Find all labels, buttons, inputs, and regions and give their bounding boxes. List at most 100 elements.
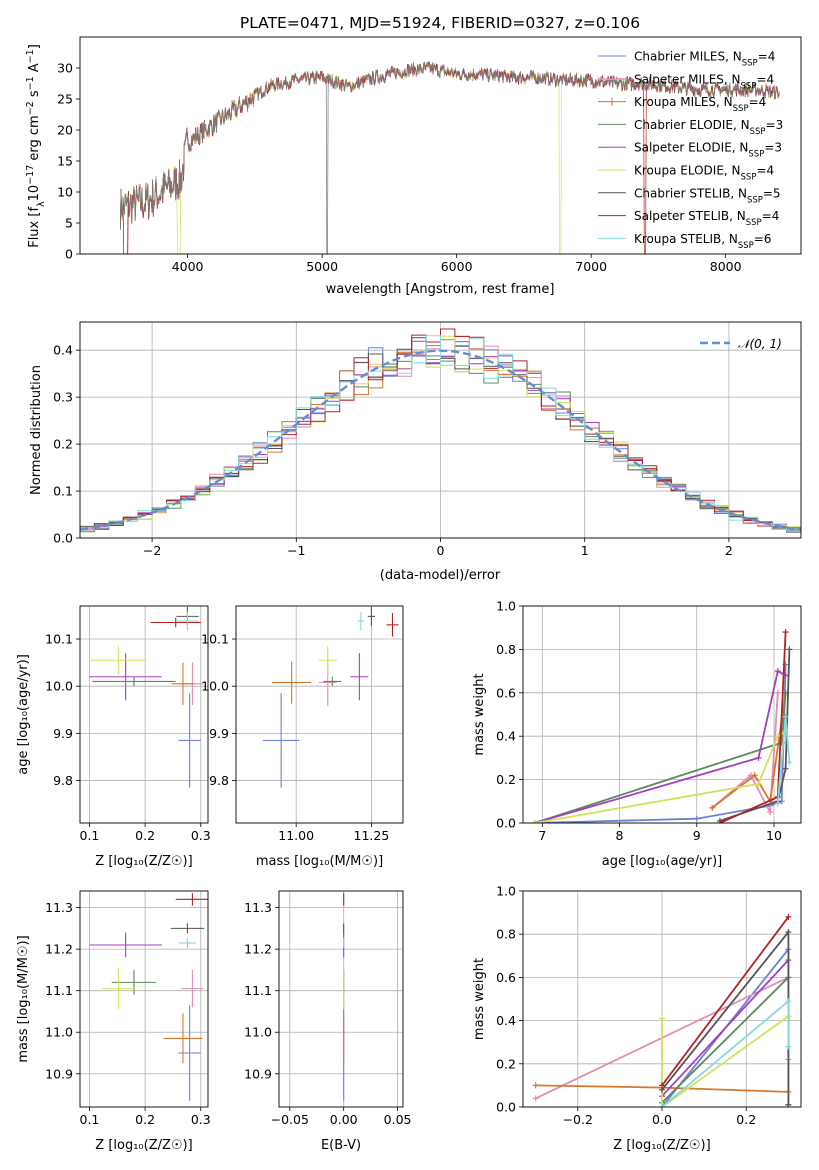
panel-mass_weight_vs_Z: −0.2 0.0 0.2 0.0 0.2 0.4 0.6 0.8 1.0 Z [log₁₀(Z/Z…: [472, 884, 802, 1153]
x-tick-label: 4000: [172, 259, 204, 274]
data-point: [150, 617, 201, 628]
y-tick-label: 11.0: [45, 1025, 73, 1040]
legend-label: Kroupa STELIB, NSSP=6: [634, 232, 772, 251]
legend-label-tail: =3: [764, 141, 782, 155]
data-point: [89, 932, 162, 958]
x-tick-label: 0.00: [330, 1112, 358, 1127]
data-point: [175, 893, 208, 906]
axes-frame: [235, 605, 404, 824]
y-tick-label: 5: [65, 216, 73, 231]
x-tick-label: 7: [538, 828, 546, 843]
x-tick-label: 11.00: [278, 828, 314, 843]
mass-weight-lines: [532, 913, 792, 1107]
axes-frame: [522, 605, 802, 824]
y-axis-label: mass weight: [472, 958, 487, 1040]
y-tick-label: 11.2: [45, 942, 73, 957]
data-point: [263, 693, 300, 788]
x-tick-label: −2: [143, 543, 161, 558]
x-tick-label: −1: [287, 543, 305, 558]
legend-label-name: Salpeter MILES, N: [634, 72, 741, 86]
mass-weight-line: [661, 976, 790, 1104]
legend-label-sub: SSP: [747, 195, 763, 205]
y-tick-label: 25: [57, 92, 73, 107]
y-axis-label: age [log₁₀(age/yr)]: [16, 654, 31, 775]
y-tick-label: 9.9: [53, 726, 73, 741]
y-axis-label-part: s: [27, 90, 42, 101]
x-tick-label: 5000: [306, 259, 338, 274]
data-point: [178, 693, 201, 788]
x-tick-label: 11.25: [354, 828, 390, 843]
x-tick-label: 0.1: [80, 828, 100, 843]
data-point: [90, 646, 147, 675]
data-point: [101, 967, 136, 1010]
y-tick-label: 15: [57, 154, 73, 169]
y-axis-label-part: −1: [25, 76, 36, 90]
page-title: PLATE=0471, MJD=51924, FIBERID=0327, z=0…: [240, 14, 640, 32]
data-point: [170, 923, 205, 934]
legend-label-name: Kroupa STELIB, N: [634, 232, 738, 246]
x-axis-label: Z [log₁₀(Z/Z☉)]: [95, 1138, 192, 1153]
mass-weight-lines: [531, 629, 793, 823]
legend-label: Salpeter STELIB, NSSP=4: [634, 209, 779, 228]
spectrum-line: [120, 60, 780, 254]
y-axis-label-part: −1: [25, 49, 36, 63]
y-tick-label: 30: [57, 61, 73, 76]
data-point: [181, 969, 204, 1008]
y-tick-label: 11.2: [244, 942, 272, 957]
legend-label-tail: =4: [749, 95, 767, 109]
legend-label: Chabrier ELODIE, NSSP=3: [634, 118, 783, 137]
y-tick-label: 0.1: [53, 484, 73, 499]
y-tick-label: 10.9: [45, 1066, 73, 1081]
y-tick-label: 0.6: [496, 970, 516, 985]
mass-weight-line: [534, 731, 787, 823]
y-tick-label: 0.0: [496, 1100, 516, 1115]
y-tick-label: 0.3: [53, 390, 73, 405]
mass-weight-line: [534, 692, 787, 823]
legend-label: 𝒩(0, 1): [738, 337, 782, 351]
axes-frame: [79, 890, 209, 1108]
y-tick-label: 10.1: [45, 632, 73, 647]
y-axis-label-part: Flux [f: [27, 207, 42, 248]
errorbar-points: [89, 893, 208, 1101]
y-axis-label: mass weight: [472, 673, 487, 755]
legend-label: Kroupa ELODIE, NSSP=4: [634, 164, 774, 183]
x-tick-label: 8000: [710, 259, 742, 274]
legend-label-sub: SSP: [733, 104, 749, 114]
y-tick-label: 0.4: [496, 729, 516, 744]
panel-mass_vs_ebv: −0.05 0.00 0.05 10.9 11.0 11.1 11.2 11.3 E(B-V): [244, 890, 412, 1153]
panel-residuals: −2 −1 0 1 2 0.0 0.1 0.2 0.3 0.4 𝒩(0, 1) (data-model…: [29, 321, 802, 583]
legend-label-sub: SSP: [741, 173, 757, 183]
x-axis-label: (data-model)/error: [380, 568, 501, 583]
data-point: [179, 937, 196, 948]
y-tick-label: 10.9: [244, 1066, 272, 1081]
data-point: [111, 969, 157, 995]
x-tick-label: 0.3: [191, 1112, 211, 1127]
legend-label-tail: =3: [766, 118, 784, 132]
legend-label-name: Chabrier MILES, N: [634, 50, 742, 64]
legend-label-name: Chabrier STELIB, N: [634, 186, 747, 200]
y-axis-label: Normed distribution: [29, 365, 44, 495]
x-tick-label: 0.1: [80, 1112, 100, 1127]
panel-age_vs_mass: 11.00 11.25 9.8 9.9 10.0 10.1 mass [log₁₀(M/M☉…: [201, 605, 404, 869]
y-tick-label: 9.9: [209, 726, 229, 741]
x-axis-label: wavelength [Angstrom, rest frame]: [326, 282, 555, 297]
x-tick-label: 0.2: [736, 1112, 756, 1127]
gaussian-curve: [80, 349, 801, 531]
y-tick-label: 11.1: [45, 983, 73, 998]
mass-weight-line: [719, 649, 791, 822]
legend-label: Salpeter MILES, NSSP=4: [634, 72, 774, 91]
data-point: [350, 653, 369, 701]
legend-label-sub: SSP: [738, 241, 754, 251]
x-tick-label: 2: [725, 543, 733, 558]
x-tick-label: 7000: [575, 259, 607, 274]
mass-weight-line: [534, 669, 787, 823]
x-tick-label: 9: [693, 828, 701, 843]
data-point: [163, 1013, 203, 1064]
y-tick-label: 11.0: [244, 1025, 272, 1040]
data-point: [171, 662, 195, 706]
y-tick-label: 9.8: [53, 773, 73, 788]
mass-weight-line: [534, 664, 787, 823]
legend-label-sub: SSP: [748, 150, 764, 160]
y-tick-label: 10.1: [201, 632, 229, 647]
